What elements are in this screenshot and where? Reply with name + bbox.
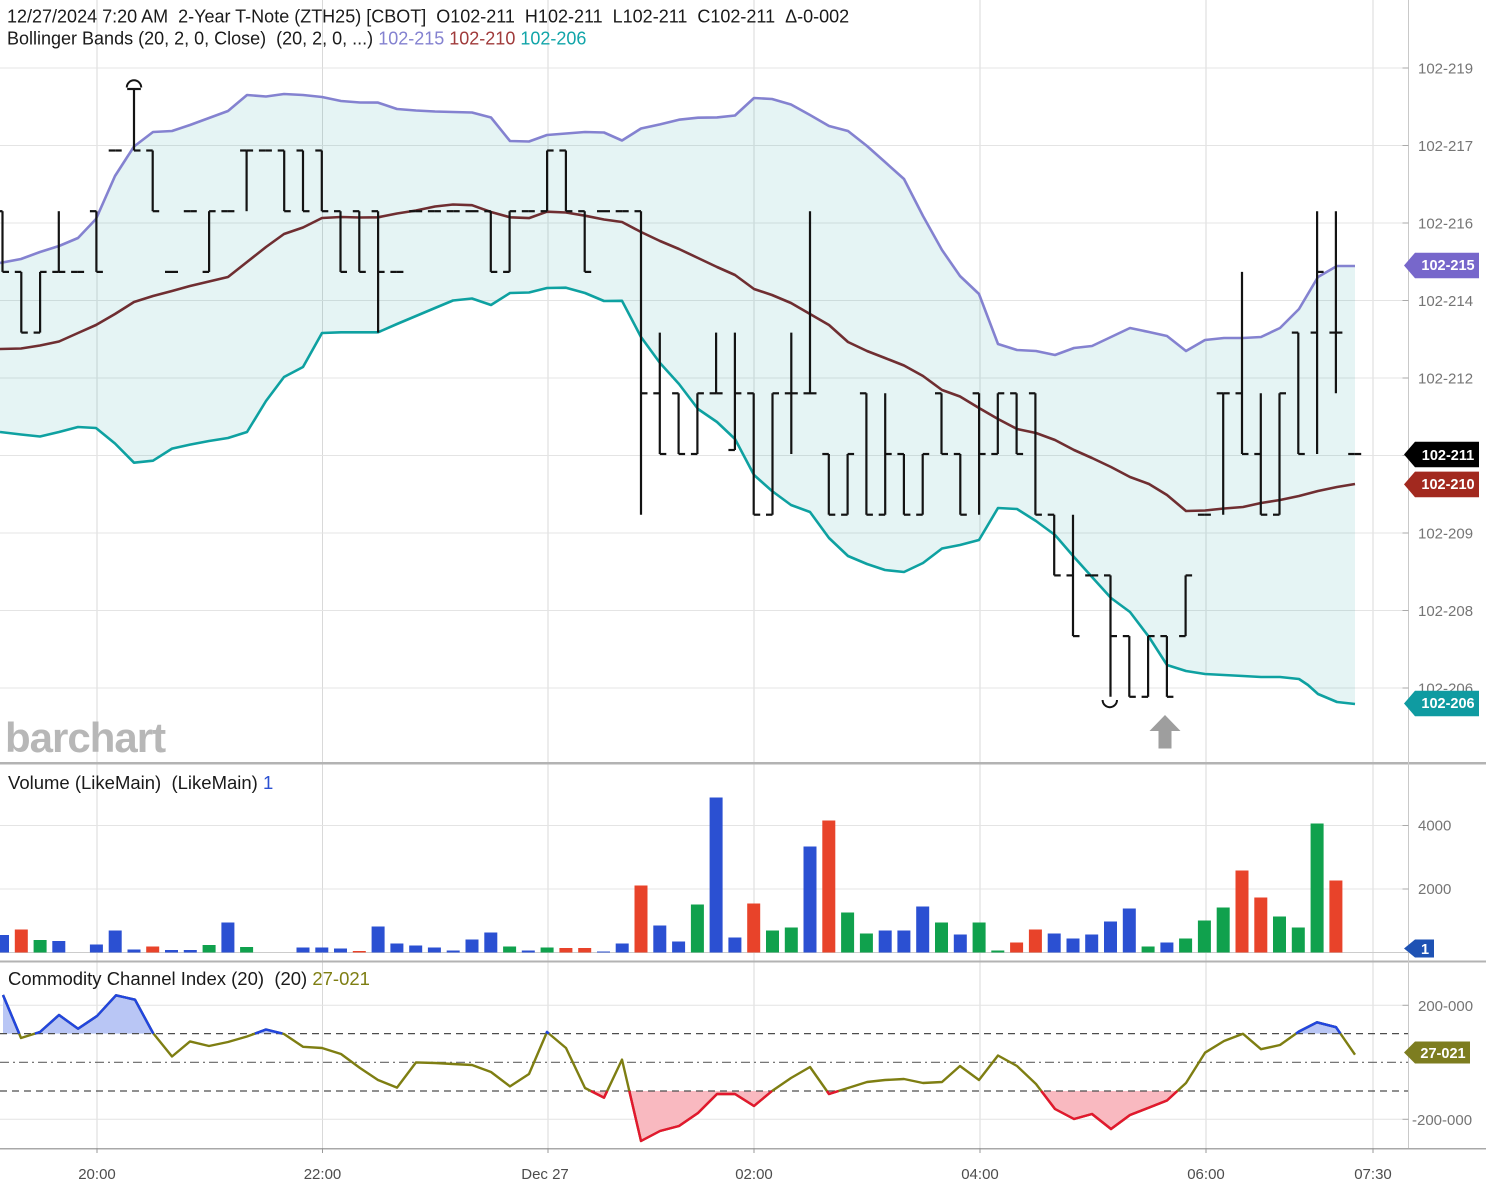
svg-text:12/27/2024 7:20 AM 2-Year T-N: 12/27/2024 7:20 AM 2-Year T-Note (ZTH25)… (7, 7, 849, 27)
svg-text:22:00: 22:00 (304, 1166, 342, 1183)
svg-text:27-021: 27-021 (1420, 1046, 1465, 1062)
svg-text:Volume (LikeMain) (LikeMain): Volume (LikeMain) (LikeMain) 1 (8, 772, 273, 793)
svg-text:4000: 4000 (1418, 818, 1451, 835)
svg-text:102-216: 102-216 (1418, 216, 1473, 233)
svg-text:Commodity Channel Index (20): Commodity Channel Index (20) (20) 27-021 (8, 968, 370, 989)
svg-text:Bollinger Bands (20, 2, 0, Clo: Bollinger Bands (20, 2, 0, Close) (20, 2… (7, 29, 586, 49)
svg-text:102-208: 102-208 (1418, 603, 1473, 620)
svg-text:102-219: 102-219 (1418, 61, 1473, 78)
svg-text:2000: 2000 (1418, 881, 1451, 898)
svg-text:102-206: 102-206 (1421, 696, 1474, 712)
svg-text:04:00: 04:00 (961, 1166, 999, 1183)
svg-text:200-000: 200-000 (1418, 998, 1473, 1015)
svg-text:07:30: 07:30 (1354, 1166, 1392, 1183)
svg-text:20:00: 20:00 (78, 1166, 116, 1183)
svg-text:barchart: barchart (5, 714, 166, 761)
svg-text:02:00: 02:00 (735, 1166, 773, 1183)
svg-text:102-215: 102-215 (1421, 258, 1474, 274)
svg-text:06:00: 06:00 (1187, 1166, 1225, 1183)
svg-text:1: 1 (1421, 942, 1429, 958)
svg-text:102-209: 102-209 (1418, 526, 1473, 543)
svg-text:Dec 27: Dec 27 (521, 1166, 569, 1183)
svg-text:102-210: 102-210 (1421, 477, 1474, 493)
svg-text:-200-000: -200-000 (1412, 1112, 1472, 1129)
svg-text:102-217: 102-217 (1418, 138, 1473, 155)
svg-text:102-212: 102-212 (1418, 371, 1473, 388)
svg-text:102-214: 102-214 (1418, 293, 1473, 310)
svg-text:102-211: 102-211 (1422, 448, 1474, 464)
